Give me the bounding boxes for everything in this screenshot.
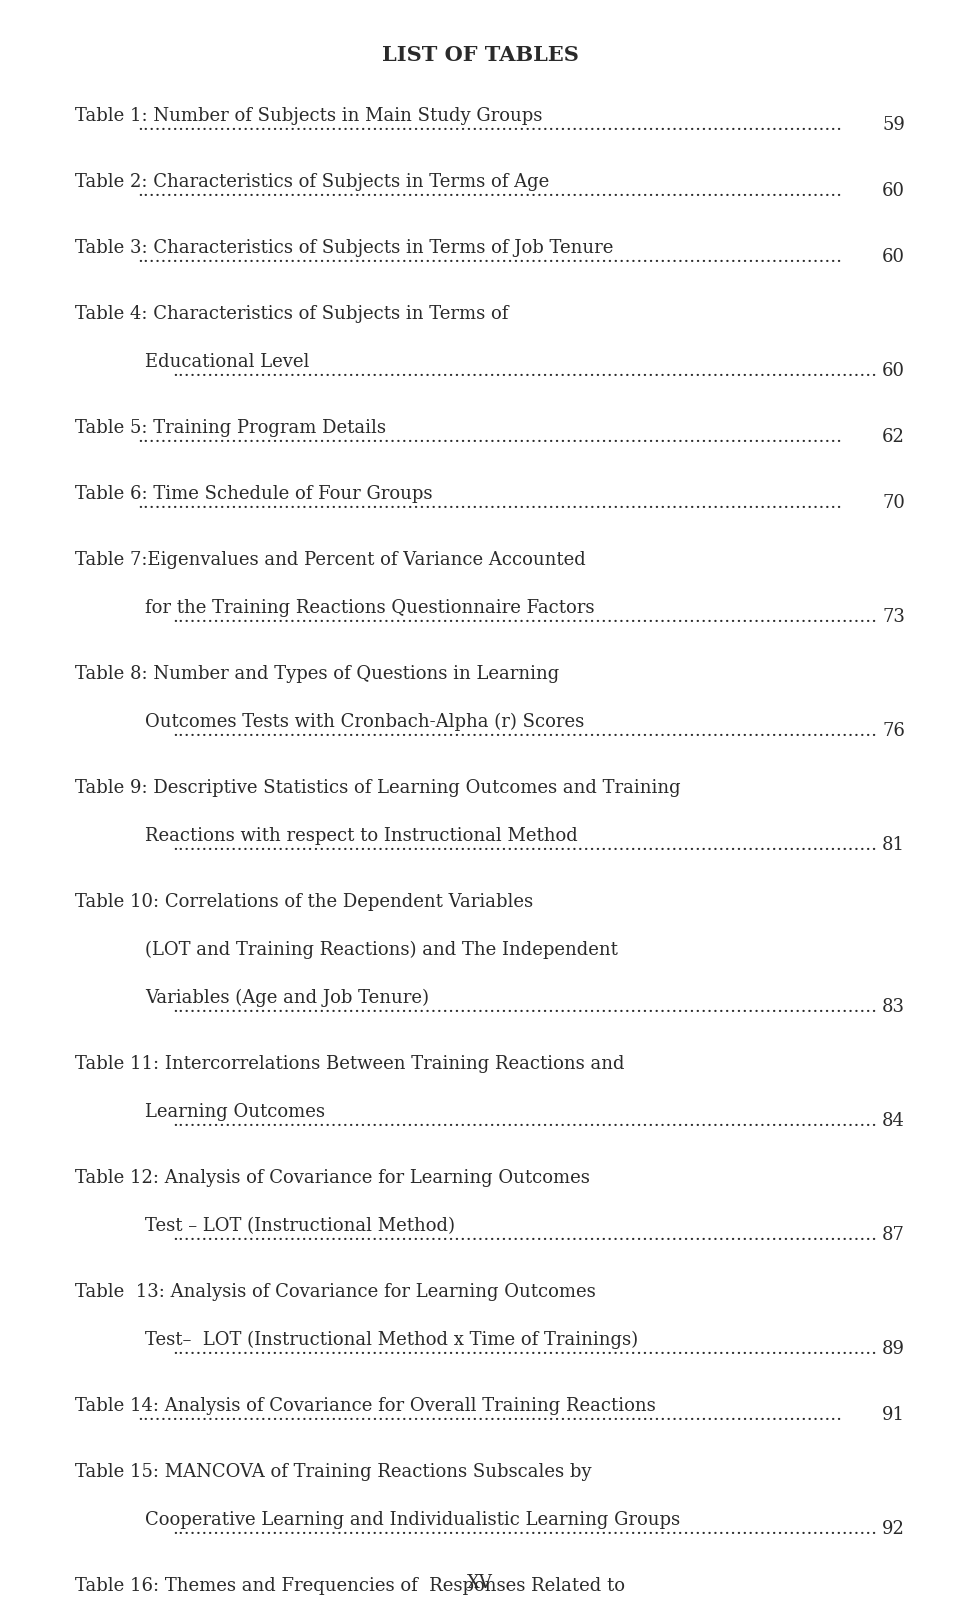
Text: Table 6: Time Schedule of Four Groups: Table 6: Time Schedule of Four Groups [75,485,433,503]
Text: ................................................................................: ........................................… [173,723,877,741]
Text: ................................................................................: ........................................… [137,248,843,266]
Text: Table 9: Descriptive Statistics of Learning Outcomes and Training: Table 9: Descriptive Statistics of Learn… [75,780,681,798]
Text: LIST OF TABLES: LIST OF TABLES [381,45,579,65]
Text: Educational Level: Educational Level [145,353,309,371]
Text: 84: 84 [882,1112,905,1130]
Text: Table 7:Eigenvalues and Percent of Variance Accounted: Table 7:Eigenvalues and Percent of Varia… [75,551,586,569]
Text: 60: 60 [882,182,905,201]
Text: Test – LOT (Instructional Method): Test – LOT (Instructional Method) [145,1217,455,1235]
Text: ................................................................................: ........................................… [137,117,843,135]
Text: ................................................................................: ........................................… [173,608,877,626]
Text: 87: 87 [882,1225,905,1245]
Text: ................................................................................: ........................................… [173,1341,877,1358]
Text: 89: 89 [882,1341,905,1358]
Text: Table 4: Characteristics of Subjects in Terms of: Table 4: Characteristics of Subjects in … [75,305,509,323]
Text: Table 15: MANCOVA of Training Reactions Subscales by: Table 15: MANCOVA of Training Reactions … [75,1464,591,1482]
Text: XV: XV [468,1574,492,1592]
Text: 92: 92 [882,1520,905,1538]
Text: Table 1: Number of Subjects in Main Study Groups: Table 1: Number of Subjects in Main Stud… [75,107,542,125]
Text: Variables (Age and Job Tenure): Variables (Age and Job Tenure) [145,989,435,1007]
Text: ................................................................................: ........................................… [137,494,843,512]
Text: ................................................................................: ........................................… [137,428,843,446]
Text: 73: 73 [882,608,905,626]
Text: 81: 81 [882,836,905,854]
Text: 76: 76 [882,723,905,741]
Text: Table 12: Analysis of Covariance for Learning Outcomes: Table 12: Analysis of Covariance for Lea… [75,1169,589,1187]
Text: Reactions with respect to Instructional Method: Reactions with respect to Instructional … [145,827,578,845]
Text: 62: 62 [882,428,905,446]
Text: ................................................................................: ........................................… [173,836,877,854]
Text: for the Training Reactions Questionnaire Factors: for the Training Reactions Questionnaire… [145,600,594,618]
Text: ................................................................................: ........................................… [173,1112,877,1130]
Text: Table 8: Number and Types of Questions in Learning: Table 8: Number and Types of Questions i… [75,665,560,682]
Text: Learning Outcomes: Learning Outcomes [145,1102,325,1122]
Text: Table 14: Analysis of Covariance for Overall Training Reactions: Table 14: Analysis of Covariance for Ove… [75,1397,656,1415]
Text: Table  13: Analysis of Covariance for Learning Outcomes: Table 13: Analysis of Covariance for Lea… [75,1282,596,1302]
Text: 91: 91 [882,1407,905,1425]
Text: ................................................................................: ........................................… [173,1225,877,1245]
Text: Table 3: Characteristics of Subjects in Terms of Job Tenure: Table 3: Characteristics of Subjects in … [75,238,613,258]
Text: Test–  LOT (Instructional Method x Time of Trainings): Test– LOT (Instructional Method x Time o… [145,1331,638,1349]
Text: 70: 70 [882,494,905,512]
Text: 59: 59 [882,117,905,135]
Text: ................................................................................: ........................................… [173,361,877,381]
Text: Cooperative Learning and Individualistic Learning Groups: Cooperative Learning and Individualistic… [145,1511,680,1529]
Text: ................................................................................: ........................................… [137,182,843,201]
Text: ................................................................................: ........................................… [173,999,877,1016]
Text: Table 10: Correlations of the Dependent Variables: Table 10: Correlations of the Dependent … [75,893,533,911]
Text: 60: 60 [882,361,905,381]
Text: 60: 60 [882,248,905,266]
Text: (LOT and Training Reactions) and The Independent: (LOT and Training Reactions) and The Ind… [145,942,618,960]
Text: Table 11: Intercorrelations Between Training Reactions and: Table 11: Intercorrelations Between Trai… [75,1055,625,1073]
Text: ................................................................................: ........................................… [173,1520,877,1538]
Text: 83: 83 [882,999,905,1016]
Text: Table 16: Themes and Frequencies of  Responses Related to: Table 16: Themes and Frequencies of Resp… [75,1577,625,1595]
Text: Outcomes Tests with Cronbach-Alpha (r) Scores: Outcomes Tests with Cronbach-Alpha (r) S… [145,713,585,731]
Text: ................................................................................: ........................................… [137,1407,843,1425]
Text: Table 2: Characteristics of Subjects in Terms of Age: Table 2: Characteristics of Subjects in … [75,173,549,191]
Text: Table 5: Training Program Details: Table 5: Training Program Details [75,418,386,438]
